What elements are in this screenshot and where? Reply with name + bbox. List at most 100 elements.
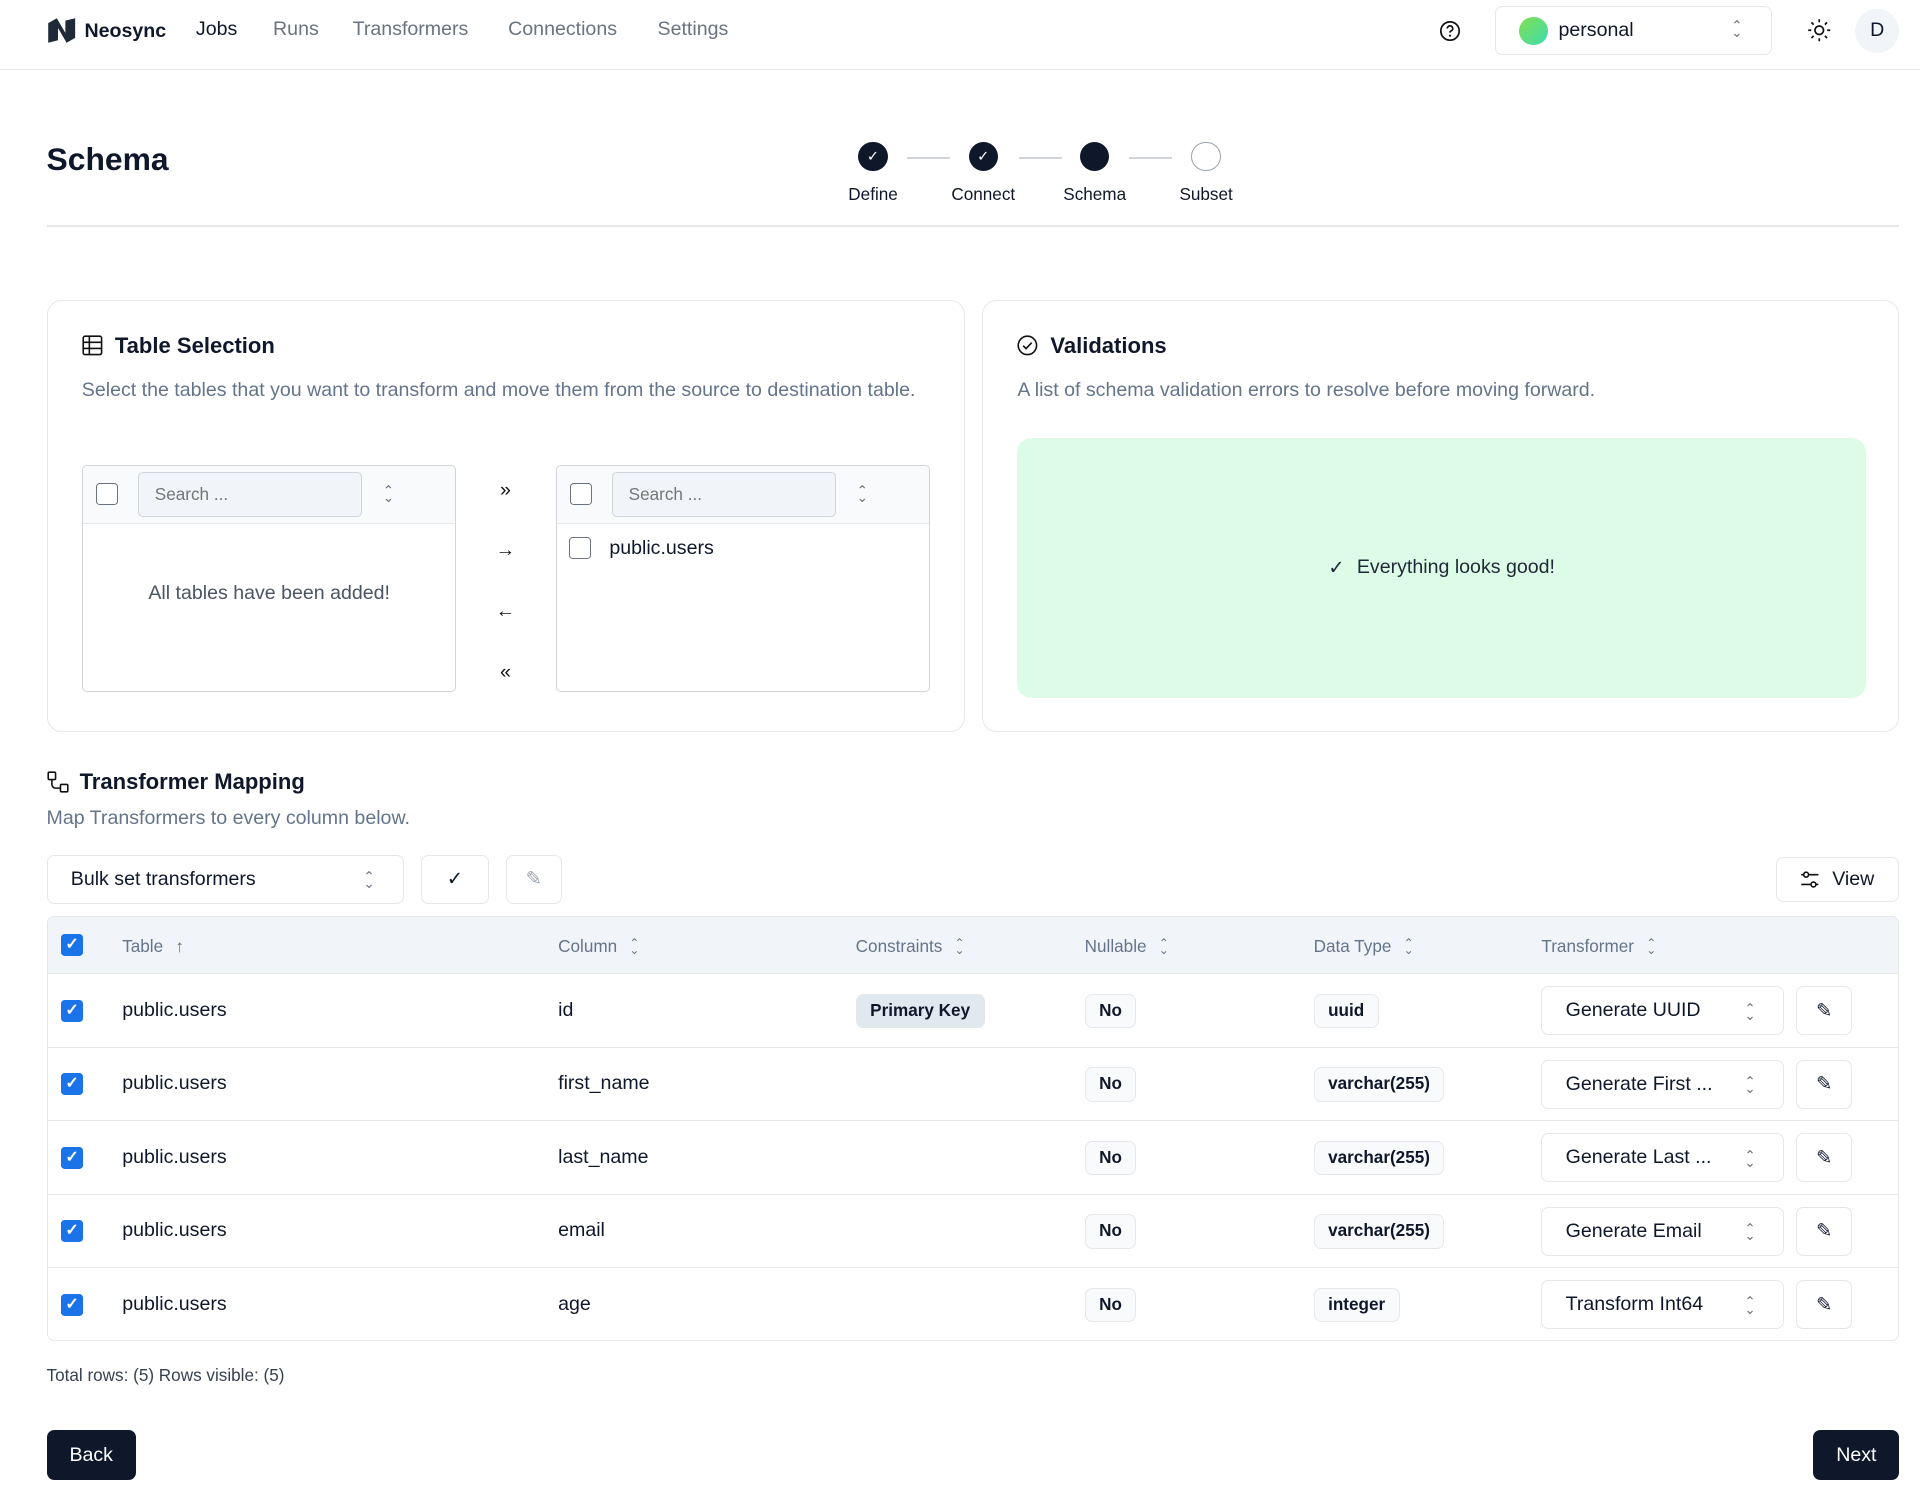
- destination-search-input[interactable]: [611, 472, 836, 518]
- table-header: ✓ Table ↑ Column ⌃ ⌄ Constraints ⌃ ⌄ Nullable…: [47, 916, 1898, 974]
- transformer-value: Transform Int64: [1565, 1293, 1704, 1316]
- nav-connections[interactable]: Connections: [508, 18, 617, 41]
- account-name: personal: [1558, 19, 1634, 42]
- transformer-select[interactable]: Generate Email ⌃ ⌄: [1541, 1206, 1784, 1256]
- transformer-select[interactable]: Transform Int64 ⌃ ⌄: [1541, 1280, 1784, 1330]
- nullable-badge: No: [1084, 1067, 1137, 1102]
- constraint-badge: Primary Key: [855, 993, 985, 1029]
- edit-transformer-button[interactable]: ✎: [1796, 1280, 1853, 1330]
- move-all-left-icon[interactable]: «: [500, 661, 511, 684]
- check-icon: ✓: [446, 868, 464, 891]
- apply-bulk-button[interactable]: ✓: [421, 854, 489, 904]
- header-constraints[interactable]: Constraints ⌃ ⌄: [855, 935, 965, 957]
- row-checkbox[interactable]: ✓: [60, 999, 84, 1022]
- row-checkbox[interactable]: ✓: [60, 1293, 84, 1316]
- nav-transformers[interactable]: Transformers: [352, 18, 469, 41]
- cell-table: public.users: [122, 1145, 227, 1168]
- check-circle-icon: [1017, 335, 1038, 356]
- pencil-icon: ✎: [1816, 1073, 1833, 1096]
- header-table[interactable]: Table ↑: [122, 936, 184, 957]
- section-description: Map Transformers to every column below.: [46, 807, 410, 830]
- row-checkbox[interactable]: ✓: [60, 1220, 84, 1243]
- row-checkbox[interactable]: ✓: [60, 1073, 84, 1096]
- table-selection-card: Table Selection Select the tables that y…: [46, 300, 965, 733]
- move-left-icon[interactable]: ←: [495, 600, 516, 623]
- source-search-input[interactable]: [137, 472, 362, 518]
- brand-name[interactable]: Neosync: [84, 19, 167, 42]
- empty-state: All tables have been added!: [148, 582, 390, 605]
- pencil-icon: ✎: [1816, 1220, 1833, 1243]
- edit-transformer-button[interactable]: ✎: [1796, 1133, 1853, 1183]
- cell-column: last_name: [558, 1145, 649, 1168]
- table-checkbox[interactable]: [568, 537, 591, 560]
- next-button[interactable]: Next: [1813, 1430, 1900, 1481]
- sliders-icon: [1801, 871, 1819, 888]
- card-description: A list of schema validation errors to re…: [1017, 378, 1596, 401]
- back-button[interactable]: Back: [46, 1430, 136, 1481]
- sun-icon[interactable]: [1807, 18, 1831, 42]
- table-row: ✓ public.users email No varchar(255) Generate…: [47, 1193, 1898, 1267]
- transformer-value: Generate First ...: [1565, 1072, 1713, 1095]
- help-circle-icon[interactable]: [1439, 20, 1461, 42]
- chevron-up-down-icon: ⌃ ⌄: [1744, 1294, 1756, 1317]
- account-avatar: [1519, 16, 1548, 45]
- transformer-value: Generate Email: [1565, 1219, 1702, 1242]
- sort-icon[interactable]: ⌃ ⌄: [382, 482, 395, 506]
- sort-icon: ⌃ ⌄: [1403, 935, 1414, 957]
- chevron-up-down-icon: ⌃ ⌄: [363, 868, 375, 892]
- step-label: Subset: [1179, 183, 1233, 204]
- transformer-select[interactable]: Generate Last ... ⌃ ⌄: [1541, 1133, 1784, 1183]
- data-type-badge: integer: [1313, 1287, 1400, 1322]
- list-item[interactable]: public.users: [557, 524, 930, 573]
- edit-bulk-button[interactable]: ✎: [505, 854, 563, 904]
- select-all-source-checkbox[interactable]: [96, 483, 119, 506]
- pencil-icon: ✎: [1816, 999, 1833, 1022]
- header-transformer[interactable]: Transformer ⌃ ⌄: [1541, 935, 1657, 957]
- step-current-dot: [1080, 142, 1110, 172]
- table-row: ✓ public.users last_name No varchar(255) Gene…: [47, 1120, 1898, 1193]
- transformer-select[interactable]: Generate First ... ⌃ ⌄: [1541, 1059, 1784, 1109]
- check-icon: ✓: [858, 142, 888, 172]
- select-all-destination-checkbox[interactable]: [570, 483, 593, 506]
- transformer-select[interactable]: Generate UUID ⌃ ⌄: [1541, 986, 1784, 1036]
- bulk-transformer-select[interactable]: Bulk set transformers ⌃ ⌄: [46, 854, 405, 904]
- edit-transformer-button[interactable]: ✎: [1796, 1206, 1853, 1256]
- pencil-icon: ✎: [1816, 1146, 1833, 1169]
- validation-status: ✓ Everything looks good!: [1017, 438, 1866, 698]
- step-label: Schema: [1063, 183, 1127, 204]
- data-type-badge: varchar(255): [1313, 1067, 1445, 1102]
- cell-table: public.users: [122, 1072, 227, 1095]
- sort-icon: ⌃ ⌄: [1646, 935, 1657, 957]
- arrow-up-icon: ↑: [175, 936, 184, 957]
- section-title: Transformer Mapping: [79, 768, 305, 794]
- cell-table: public.users: [122, 1219, 227, 1242]
- header-data-type[interactable]: Data Type ⌃ ⌄: [1313, 935, 1414, 957]
- sort-icon[interactable]: ⌃ ⌄: [856, 482, 868, 506]
- card-description: Select the tables that you want to trans…: [81, 378, 916, 401]
- edit-transformer-button[interactable]: ✎: [1796, 986, 1853, 1036]
- card-title: Validations: [1050, 332, 1167, 358]
- transform-icon: [46, 771, 69, 793]
- cell-column: first_name: [558, 1072, 650, 1095]
- move-right-icon[interactable]: →: [495, 538, 516, 561]
- row-checkbox[interactable]: ✓: [60, 1146, 84, 1169]
- account-select[interactable]: personal ⌃ ⌄: [1495, 6, 1772, 56]
- cell-column: age: [558, 1292, 591, 1315]
- step-upcoming-dot: [1191, 142, 1221, 172]
- header-nullable[interactable]: Nullable ⌃ ⌄: [1084, 935, 1170, 957]
- edit-transformer-button[interactable]: ✎: [1796, 1059, 1853, 1109]
- view-button[interactable]: View: [1775, 857, 1900, 903]
- transformer-value: Generate UUID: [1565, 999, 1701, 1022]
- user-avatar[interactable]: D: [1855, 8, 1900, 53]
- neosync-logo-icon: [47, 18, 75, 43]
- destination-table-list: ⌃⌄ public.users: [555, 465, 931, 692]
- nav-jobs[interactable]: Jobs: [195, 18, 238, 41]
- move-all-right-icon[interactable]: »: [500, 478, 511, 501]
- check-icon: ✓: [968, 142, 998, 172]
- nav-settings[interactable]: Settings: [657, 18, 729, 41]
- check-icon: ✓: [1328, 556, 1345, 579]
- select-all-rows-checkbox[interactable]: ✓: [60, 934, 84, 957]
- nullable-badge: No: [1084, 1140, 1137, 1176]
- nav-runs[interactable]: Runs: [273, 18, 319, 41]
- header-column[interactable]: Column ⌃ ⌄: [558, 935, 640, 957]
